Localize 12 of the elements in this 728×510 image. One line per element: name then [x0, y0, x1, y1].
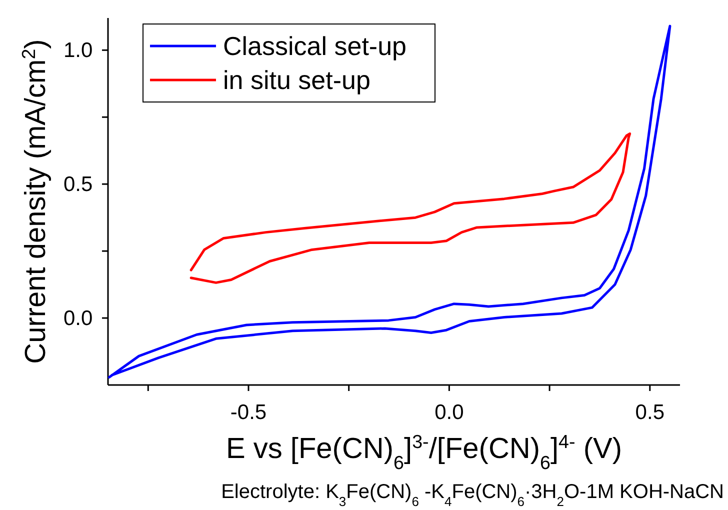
x-tick-label: 0.5 [635, 401, 664, 424]
text: Electrolyte: K$_{3}$Fe(CN)$_{6}$ -K$_{4}$Fe(CN)$_{6}$·3H$_{2}$O-1M KOH-NaCN [221, 481, 724, 508]
y-tick-label: 1.0 [63, 38, 93, 62]
y-tick-label: 0.5 [63, 172, 93, 196]
line-series [108, 24, 672, 378]
legend-label: Classical set-up [223, 31, 407, 61]
legend-label: in situ set-up [223, 65, 370, 95]
text: E vs [Fe(CN)$_{6}$]$^{3-}$/[Fe(CN)$_{6}$]$^{4-}$ (V) [226, 430, 622, 472]
y-tick-label: 0.0 [63, 306, 93, 330]
x-tick-label: -0.5 [230, 401, 267, 424]
x-tick-label: 0.0 [434, 401, 464, 424]
line-series [190, 132, 632, 284]
